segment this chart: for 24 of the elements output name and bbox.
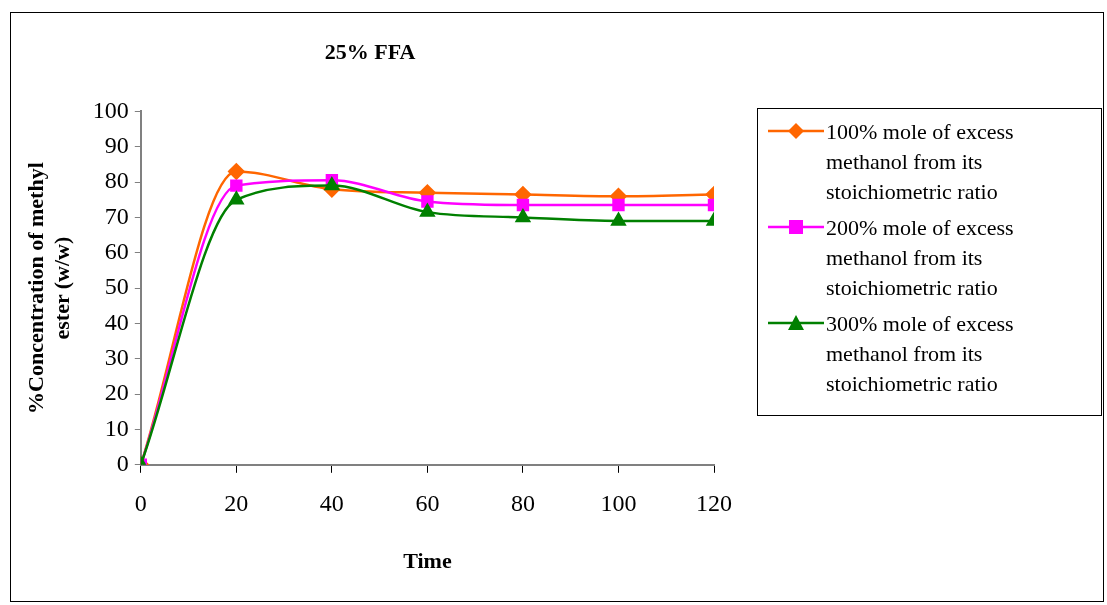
y-tick-label: 0	[116, 450, 129, 477]
x-tick-label: 20	[224, 490, 249, 517]
y-axis-title: %Concentration of methyl ester (w/w)	[22, 162, 75, 414]
legend-label: 300% mole of excess methanol from its stoichiometric ratio	[826, 310, 1015, 398]
legend-label: 200% mole of excess methanol from its stoichiometric ratio	[826, 214, 1015, 302]
y-tick-label: 60	[104, 238, 129, 265]
y-tick-label: 20	[104, 379, 129, 406]
y-tick-label: 90	[104, 132, 129, 159]
x-tick-label: 40	[319, 490, 344, 517]
y-tick-label: 80	[104, 167, 129, 194]
y-tick-label: 40	[104, 308, 129, 335]
chart-title: 25% FFA	[324, 38, 416, 64]
x-tick-label: 100	[600, 490, 637, 517]
y-tick-label: 30	[104, 344, 129, 371]
y-tick-label: 70	[104, 202, 129, 229]
x-tick-label: 120	[696, 490, 732, 517]
x-axis-title: Time	[403, 548, 452, 574]
legend-label: 100% mole of excess methanol from its stoichiometric ratio	[826, 118, 1015, 206]
x-tick-label: 0	[134, 490, 147, 517]
y-tick-label: 10	[104, 414, 129, 441]
y-tick-label: 50	[104, 273, 129, 300]
x-tick-label: 80	[510, 490, 535, 517]
x-tick-label: 60	[415, 490, 440, 517]
y-tick-label: 100	[92, 96, 129, 123]
